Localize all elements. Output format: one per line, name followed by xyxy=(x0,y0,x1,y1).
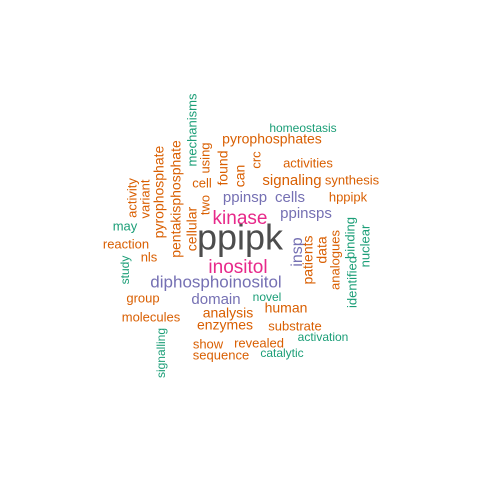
word-mechanisms: mechanisms xyxy=(184,93,199,166)
word-patients: patients xyxy=(300,235,316,284)
word-pyrophosphate: pyrophosphate xyxy=(151,145,167,238)
word-inositol: inositol xyxy=(208,257,267,278)
word-found: found xyxy=(215,150,231,185)
word-identified: identified xyxy=(344,256,359,308)
word-activation: activation xyxy=(298,330,349,344)
word-sequence: sequence xyxy=(193,347,249,362)
word-diphosphoinositol: diphosphoinositol xyxy=(150,272,281,291)
word-insp: insp xyxy=(289,237,306,266)
word-crc: crc xyxy=(248,151,263,169)
word-using: using xyxy=(197,142,212,173)
word-variant: variant xyxy=(137,179,152,218)
word-catalytic: catalytic xyxy=(260,346,303,360)
word-nuclear: nuclear xyxy=(357,224,372,267)
word-enzymes: enzymes xyxy=(197,317,253,333)
word-activities: activities xyxy=(283,155,333,170)
word-ppinsp: ppinsp xyxy=(223,189,267,206)
word-revealed: revealed xyxy=(234,335,284,350)
word-may: may xyxy=(113,218,138,233)
word-cell: cell xyxy=(192,175,212,190)
word-two: two xyxy=(197,195,212,215)
word-domain: domain xyxy=(191,291,240,308)
word-novel: novel xyxy=(253,290,282,304)
word-hppipk: hppipk xyxy=(329,189,368,204)
word-cells: cells xyxy=(275,189,305,206)
word-cellular: cellular xyxy=(184,206,200,251)
word-pyrophosphates: pyrophosphates xyxy=(222,131,322,147)
word-pentakisphosphate: pentakisphosphate xyxy=(168,140,184,258)
word-homeostasis: homeostasis xyxy=(269,121,336,135)
word-human: human xyxy=(265,300,308,316)
word-nls: nls xyxy=(141,249,158,264)
word-binding: binding xyxy=(342,217,357,259)
word-group: group xyxy=(126,290,159,305)
word-kinase: kinase xyxy=(213,208,268,229)
word-synthesis: synthesis xyxy=(325,172,380,187)
word-signaling: signaling xyxy=(262,172,321,189)
word-data: data xyxy=(314,236,330,263)
word-can: can xyxy=(232,165,248,188)
word-reaction: reaction xyxy=(103,236,149,251)
word-molecules: molecules xyxy=(122,309,181,324)
word-study: study xyxy=(118,256,132,285)
word-activity: activity xyxy=(124,178,139,218)
word-ppipk: ppipk xyxy=(197,217,284,258)
word-signalling: signalling xyxy=(154,328,168,378)
word-analogues: analogues xyxy=(327,230,342,290)
word-substrate: substrate xyxy=(268,318,321,333)
word-show: show xyxy=(193,336,224,351)
word-analysis: analysis xyxy=(203,305,254,321)
word-ppinsps: ppinsps xyxy=(280,205,332,222)
